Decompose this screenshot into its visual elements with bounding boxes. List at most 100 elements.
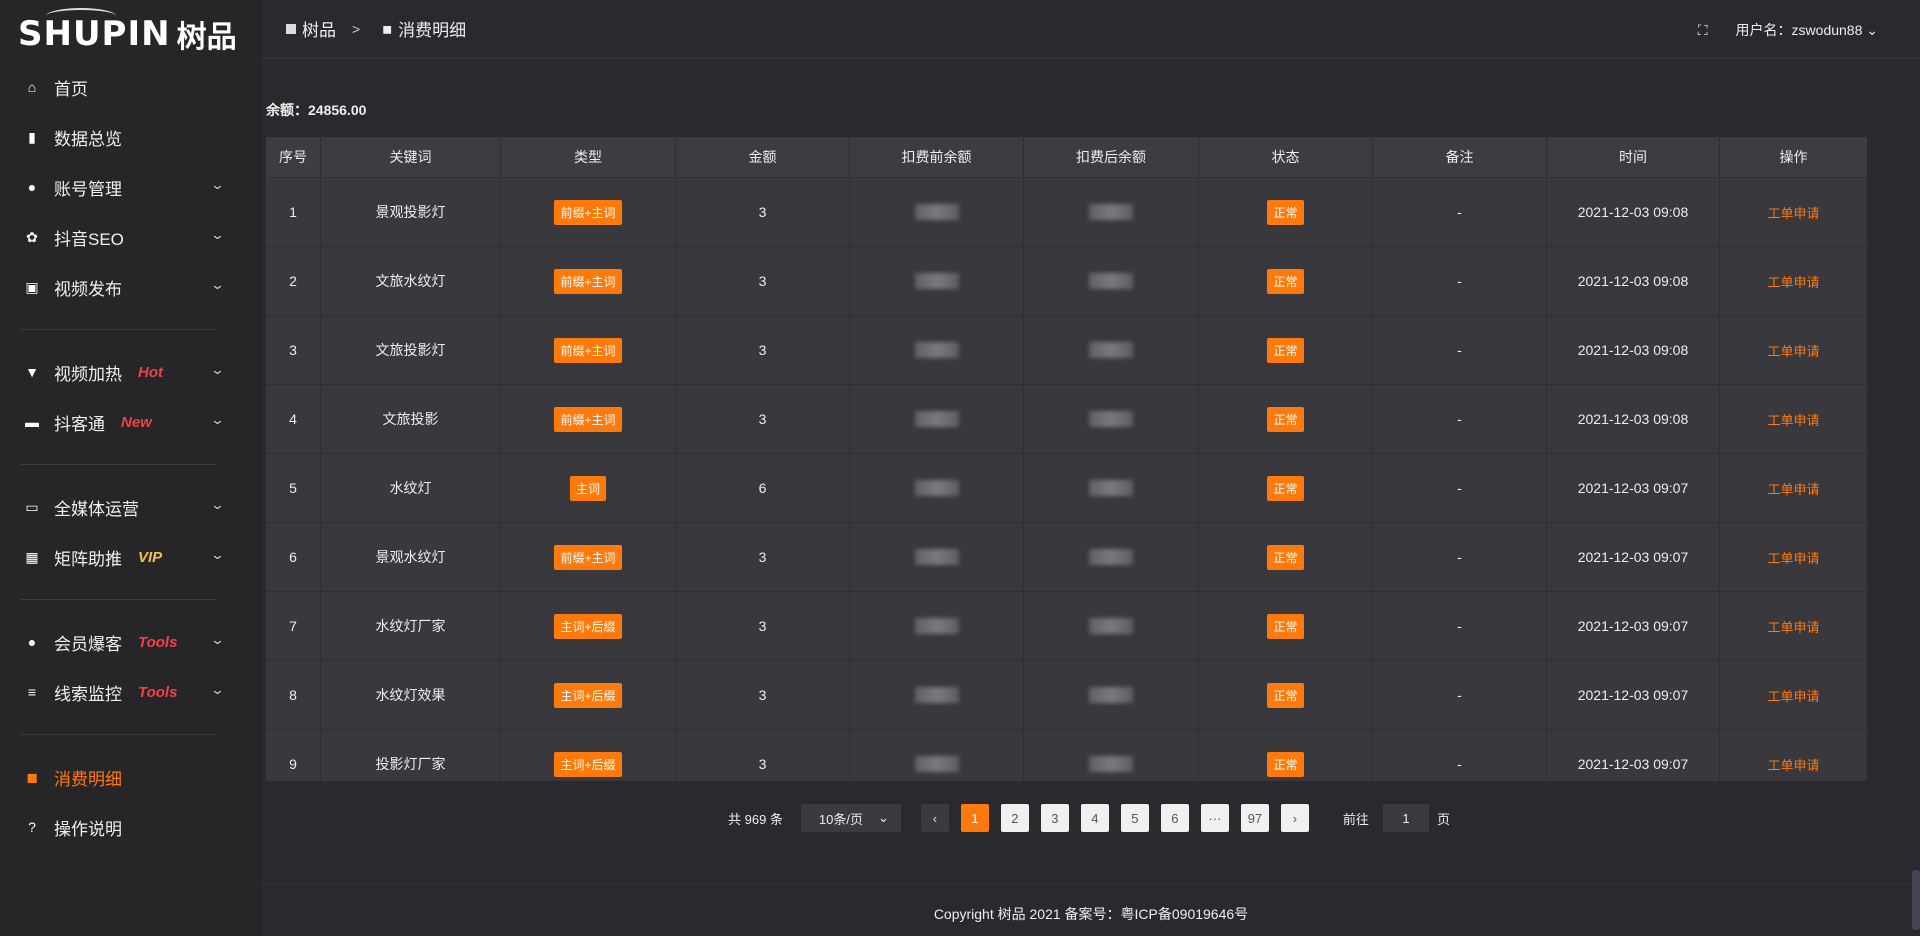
keyword-cell: 水纹灯效果	[321, 661, 501, 729]
row-number: 3	[266, 316, 321, 384]
sidebar-item-10[interactable]: ≡ 线索监控 Tools ⌄	[0, 667, 262, 717]
sidebar-item-label: 首页	[54, 79, 88, 99]
table-row: 3 文旅投影灯 前缀+主词 3 正常 - 2021-12-03 09:08 工单…	[266, 316, 1867, 385]
user-dropdown[interactable]: 用户名：zswodun88 ⌄	[1736, 20, 1878, 40]
amount-cell: 3	[676, 316, 850, 384]
balance-before-cell	[850, 454, 1024, 522]
next-page-button[interactable]: ›	[1280, 804, 1309, 832]
breadcrumb-home[interactable]: 树品	[302, 21, 336, 40]
type-cell: 前缀+主词	[501, 385, 676, 453]
time-cell: 2021-12-03 09:07	[1547, 730, 1720, 781]
table-row: 7 水纹灯厂家 主词+后缀 3 正常 - 2021-12-03 09:07 工单…	[266, 592, 1867, 661]
table-row: 1 景观投影灯 前缀+主词 3 正常 - 2021-12-03 09:08 工单…	[266, 178, 1867, 247]
sidebar-item-6[interactable]: ▬ 抖客通 New ⌄	[0, 397, 262, 447]
page-button[interactable]: 97	[1240, 804, 1269, 832]
time-cell: 2021-12-03 09:07	[1547, 523, 1720, 591]
column-header: 状态	[1199, 137, 1373, 177]
blurred-value	[914, 342, 959, 358]
table-row: 5 水纹灯 主词 6 正常 - 2021-12-03 09:07 工单申请	[266, 454, 1867, 523]
status-badge: 正常	[1267, 199, 1304, 225]
status-cell: 正常	[1199, 178, 1373, 246]
sidebar-item-label: 操作说明	[54, 819, 122, 839]
action-cell: 工单申请	[1720, 730, 1867, 781]
ticket-apply-link[interactable]: 工单申请	[1767, 481, 1820, 497]
chevron-down-icon: ⌄	[209, 362, 226, 377]
balance-after-cell	[1024, 385, 1199, 453]
sidebar-item-11[interactable]: ◼ 消费明细	[0, 752, 262, 802]
sidebar-item-label: 账号管理	[54, 179, 122, 199]
status-badge: 正常	[1267, 751, 1304, 777]
sidebar-item-2[interactable]: ● 账号管理 ⌄	[0, 162, 262, 212]
fullscreen-icon[interactable]: ⛶	[1697, 21, 1708, 38]
ticket-apply-link[interactable]: 工单申请	[1767, 205, 1820, 221]
blurred-value	[1089, 549, 1133, 565]
goto-page-input[interactable]: 1	[1382, 804, 1429, 832]
sidebar-item-9[interactable]: ● 会员爆客 Tools ⌄	[0, 617, 262, 667]
prev-page-button[interactable]: ‹	[920, 804, 949, 832]
page-button[interactable]: 1	[960, 804, 989, 832]
ticket-apply-link[interactable]: 工单申请	[1767, 274, 1820, 290]
blurred-value	[914, 687, 959, 703]
time-cell: 2021-12-03 09:08	[1547, 385, 1720, 453]
ticket-apply-link[interactable]: 工单申请	[1767, 757, 1820, 773]
blurred-value	[914, 411, 959, 427]
sidebar-item-8[interactable]: ▦ 矩阵助推 VIP ⌄	[0, 532, 262, 582]
sidebar-item-7[interactable]: ▭ 全媒体运营 ⌄	[0, 482, 262, 532]
balance-after-cell	[1024, 247, 1199, 315]
user-area: ⛶ 用户名：zswodun88 ⌄	[1698, 20, 1878, 40]
table-header: 序号 关键词 类型 金额 扣费前余额 扣费后余额 状态 备注 时间 操作	[266, 137, 1867, 178]
balance-before-cell	[850, 316, 1024, 384]
keyword-cell: 投影灯厂家	[321, 730, 501, 781]
sidebar-item-3[interactable]: ✿ 抖音SEO ⌄	[0, 212, 262, 262]
page-button[interactable]: 3	[1040, 804, 1069, 832]
ticket-apply-link[interactable]: 工单申请	[1767, 619, 1820, 635]
ticket-apply-link[interactable]: 工单申请	[1767, 412, 1820, 428]
page-button[interactable]: ···	[1200, 804, 1229, 832]
balance: 余额：24856.00	[266, 102, 367, 118]
sidebar-item-4[interactable]: ▣ 视频发布 ⌄	[0, 262, 262, 312]
ticket-apply-link[interactable]: 工单申请	[1767, 688, 1820, 704]
status-badge: 正常	[1267, 406, 1304, 432]
time-cell: 2021-12-03 09:08	[1547, 178, 1720, 246]
user-icon: ●	[27, 179, 37, 195]
status-cell: 正常	[1199, 454, 1373, 522]
chevron-down-icon: ⌄	[878, 810, 889, 825]
home-square-icon	[286, 23, 296, 34]
blurred-value	[914, 480, 959, 496]
sidebar-item-1[interactable]: ▮ 数据总览	[0, 112, 262, 162]
sidebar-item-5[interactable]: ▼ 视频加热 Hot ⌄	[0, 347, 262, 397]
keyword-cell: 景观水纹灯	[321, 523, 501, 591]
page-list: 1 2 3 4 5 6 ··· 97	[960, 804, 1281, 832]
balance-after-cell	[1024, 523, 1199, 591]
wallet-icon: ◼	[26, 768, 38, 785]
ticket-apply-link[interactable]: 工单申请	[1767, 343, 1820, 359]
bar-chart-icon: ▮	[28, 128, 36, 145]
note-cell: -	[1373, 385, 1547, 453]
type-badge: 主词+后缀	[554, 751, 622, 777]
page-button[interactable]: 5	[1120, 804, 1149, 832]
action-cell: 工单申请	[1720, 385, 1867, 453]
chevron-down-icon: ⌄	[209, 227, 226, 242]
logo-text: SHUPIN	[18, 8, 171, 54]
blurred-value	[914, 204, 959, 220]
status-cell: 正常	[1199, 523, 1373, 591]
scrollbar[interactable]	[1912, 870, 1920, 930]
row-number: 7	[266, 592, 321, 660]
page-button[interactable]: 6	[1160, 804, 1189, 832]
page-button[interactable]: 2	[1000, 804, 1029, 832]
chevron-down-icon: ⌄	[209, 497, 226, 512]
chevron-down-icon: ⌄	[209, 412, 226, 427]
page-size-select[interactable]: 10条/页 ⌄	[800, 804, 901, 832]
pagination: 共 969 条 10条/页 ⌄ ‹ 1 2 3 4 5 6 ··· 97 › 前往 1 页	[728, 804, 1450, 832]
sidebar-item-0[interactable]: ⌂ 首页	[0, 62, 262, 112]
chevron-down-icon: ⌄	[209, 277, 226, 292]
type-cell: 前缀+主词	[501, 178, 676, 246]
page-button[interactable]: 4	[1080, 804, 1109, 832]
status-cell: 正常	[1199, 385, 1373, 453]
ticket-apply-link[interactable]: 工单申请	[1767, 550, 1820, 566]
consumption-table: 序号 关键词 类型 金额 扣费前余额 扣费后余额 状态 备注 时间 操作 1 景观投影灯 前缀+主…	[266, 137, 1867, 781]
column-header: 类型	[501, 137, 676, 177]
logo[interactable]: SHUPIN 树品	[18, 8, 237, 54]
balance-after-cell	[1024, 316, 1199, 384]
sidebar-item-12[interactable]: ? 操作说明	[0, 802, 262, 852]
